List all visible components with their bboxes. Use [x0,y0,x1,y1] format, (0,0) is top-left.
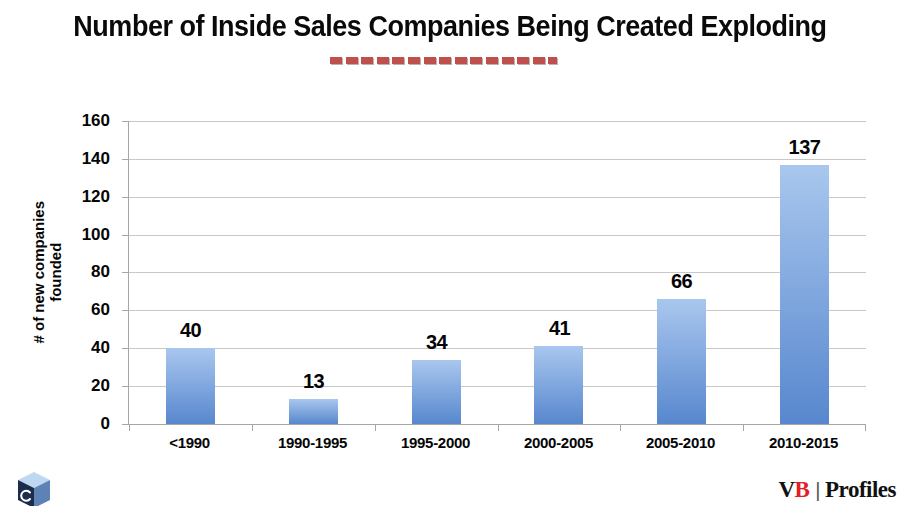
y-axis-tick [122,197,129,198]
x-axis-tick [620,425,621,431]
gridline [129,159,866,160]
y-axis-tick-label: 100 [82,225,110,245]
y-axis-tick [122,235,129,236]
chart-title: Number of Inside Sales Companies Being C… [73,10,826,43]
vb-logo-letter-b: B [795,477,810,503]
y-axis-tick [122,424,129,425]
y-axis-tick [122,272,129,273]
vb-logo-separator: | [815,479,820,502]
vb-logo-letter-v: V [778,477,794,503]
x-axis-label: 1995-2000 [374,434,497,451]
gridline [129,235,866,236]
x-axis-tick [252,425,253,431]
x-axis-tick [865,425,866,431]
x-axis-label: <1990 [128,434,251,451]
bar [780,165,829,424]
bar-value-label: 41 [498,317,621,340]
bar [534,346,583,424]
title-underline-dashes [330,57,557,64]
x-axis-label: 2010-2015 [742,434,865,451]
y-axis-tick-label: 80 [91,262,110,282]
cube-logo-icon [14,470,54,506]
vb-logo-profiles-label: Profiles [825,477,896,503]
bar-value-label: 66 [620,270,743,293]
x-axis-tick [129,425,130,431]
x-axis-label: 1990-1995 [251,434,374,451]
gridline [129,386,866,387]
x-axis-label: 2005-2010 [619,434,742,451]
y-axis-tick-label: 40 [91,338,110,358]
chart-header: Number of Inside Sales Companies Being C… [0,10,899,43]
x-axis-tick [498,425,499,431]
y-axis-tick-label: 120 [82,187,110,207]
gridline [129,272,866,273]
y-axis-tick [122,310,129,311]
slide: { "chart_data": { "type": "bar", "title"… [0,0,899,506]
bar-value-label: 137 [743,136,866,159]
plot-area: 40 133441 66 137 [128,121,866,425]
y-axis-tick-label: 140 [82,149,110,169]
y-axis-tick-label: 160 [82,111,110,131]
y-axis-tick-labels: 020406080100120140160 [0,121,120,424]
x-axis-tick [375,425,376,431]
gridline [129,121,866,122]
vb-profiles-logo: V B | Profiles [778,477,896,503]
y-axis-tick [122,159,129,160]
y-axis-tick-label: 20 [91,376,110,396]
y-axis-tick [122,386,129,387]
gridline [129,310,866,311]
bar [412,360,461,424]
bar [289,399,338,424]
bar-value-label: 13 [252,370,375,393]
y-axis-tick [122,348,129,349]
y-axis-tick-label: 0 [101,414,110,434]
y-axis-tick [122,121,129,122]
bar [166,348,215,424]
x-axis-label: 2000-2005 [497,434,620,451]
x-axis-labels: <19901990-19951995-20002000-20052005-201… [128,434,865,456]
bar-value-label: 40 [129,319,252,342]
bar [657,299,706,424]
y-axis-tick-label: 60 [91,300,110,320]
gridline [129,197,866,198]
bar-value-label: 34 [375,331,498,354]
x-axis-tick [743,425,744,431]
